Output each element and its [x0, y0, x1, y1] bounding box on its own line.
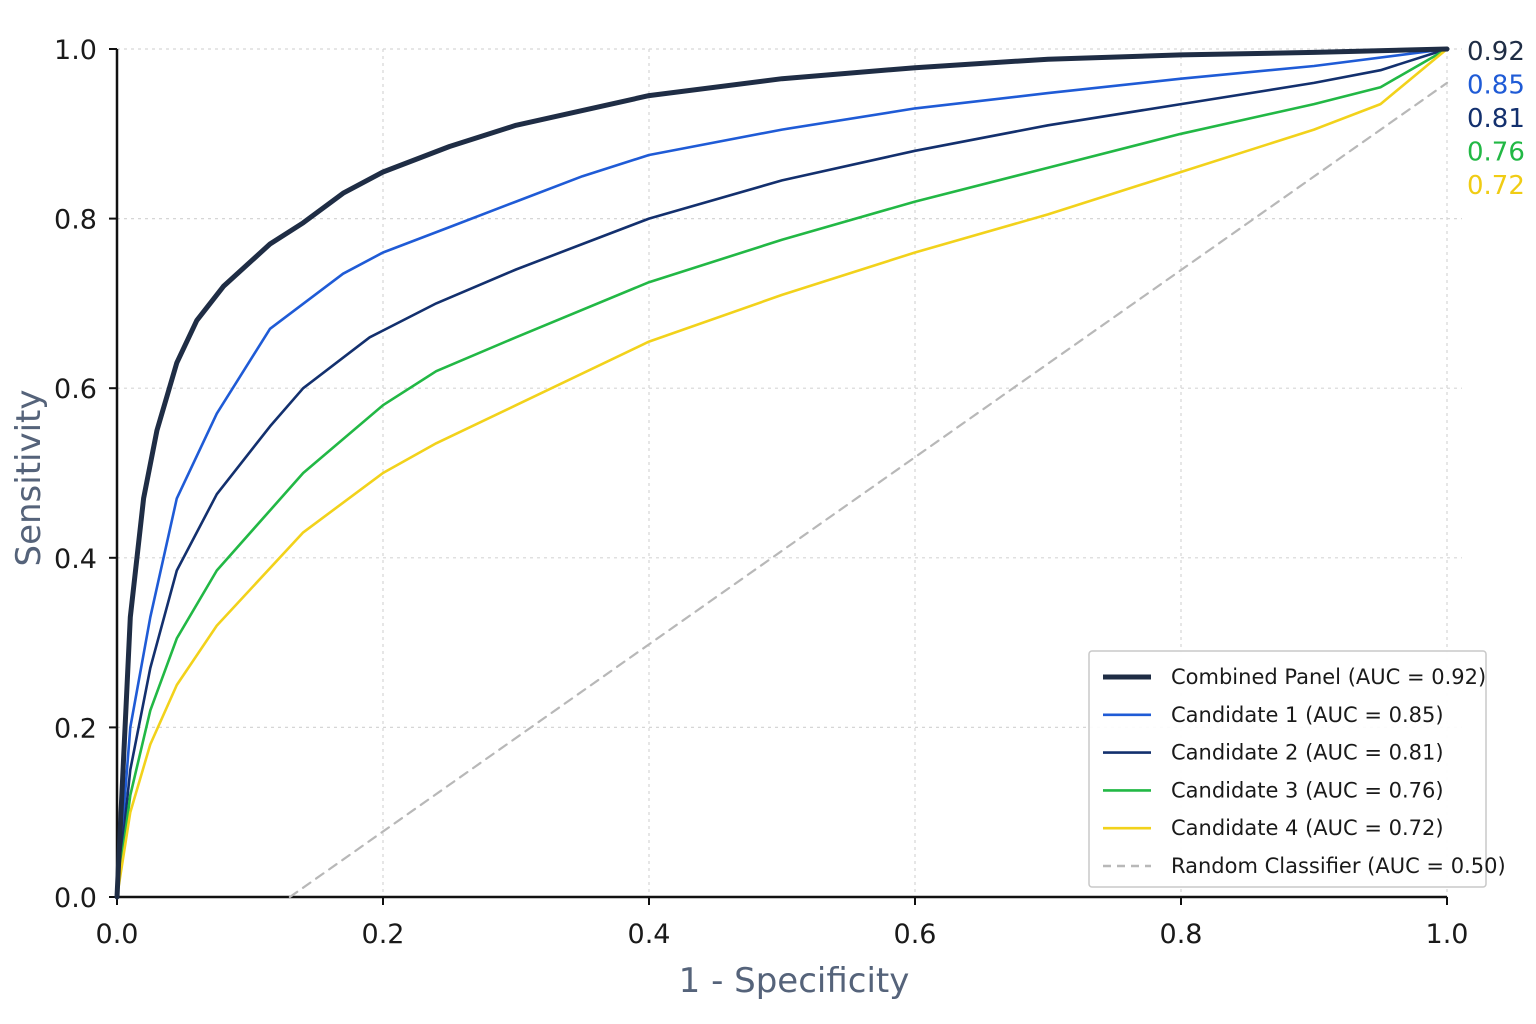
legend-box [1088, 650, 1487, 888]
x-tick-label-2: 0.4 [628, 919, 671, 950]
series-line-0 [114, 46, 1450, 900]
end-label-3: 0.76 [1467, 138, 1525, 168]
y-tick-label-3: 0.6 [54, 374, 97, 405]
x-tick-label-4: 0.8 [1160, 919, 1203, 950]
series-line-3 [115, 47, 1449, 899]
y-tick-label-4: 0.8 [54, 205, 97, 236]
y-tick-label-0: 0.0 [54, 883, 97, 914]
legend-label-4: Candidate 4 (AUC = 0.72) [1171, 816, 1444, 840]
x-tick-label-1: 0.2 [362, 919, 405, 950]
y-tick-label-1: 0.2 [54, 713, 97, 744]
series-line-2 [115, 47, 1449, 899]
end-label-2: 0.81 [1467, 104, 1525, 134]
axes: 0.0 0.2 0.4 0.6 0.8 1.0 0.0 0.2 0.4 0.6 0.8 1.0 [54, 35, 1468, 950]
legend-label-0: Combined Panel (AUC = 0.92) [1171, 665, 1486, 689]
y-axis-title: Sensitivity [9, 389, 49, 566]
end-label-0: 0.92 [1467, 37, 1525, 67]
series-line-1 [115, 47, 1449, 899]
legend-label-2: Candidate 2 (AUC = 0.81) [1171, 741, 1444, 765]
end-label-4: 0.72 [1467, 171, 1525, 201]
x-axis-ticks: 0.0 0.2 0.4 0.6 0.8 1.0 [96, 897, 1469, 950]
legend-label-3: Candidate 3 (AUC = 0.76) [1171, 778, 1444, 802]
legend-label-5: Random Classifier (AUC = 0.50) [1171, 854, 1506, 878]
x-tick-label-0: 0.0 [96, 919, 139, 950]
end-labels: 0.92 0.850.81 0.760.72 [1467, 37, 1525, 201]
x-tick-label-3: 0.6 [894, 919, 937, 950]
series-line-5 [288, 81, 1449, 899]
legend: Combined Panel (AUC = 0.92) Candidate 1 (… [1088, 650, 1506, 888]
legend-label-1: Candidate 1 (AUC = 0.85) [1171, 703, 1444, 727]
x-tick-label-5: 1.0 [1426, 919, 1469, 950]
y-axis-ticks: 0.0 0.2 0.4 0.6 0.8 1.0 [54, 35, 117, 914]
grid-lines [117, 48, 1462, 897]
y-tick-label-5: 1.0 [54, 35, 97, 66]
x-axis-title: 1 - Specificity [679, 961, 910, 1001]
end-label-1: 0.85 [1467, 71, 1525, 101]
y-tick-label-2: 0.4 [54, 544, 97, 575]
series-line-4 [115, 47, 1449, 899]
series-layer [114, 46, 1450, 900]
